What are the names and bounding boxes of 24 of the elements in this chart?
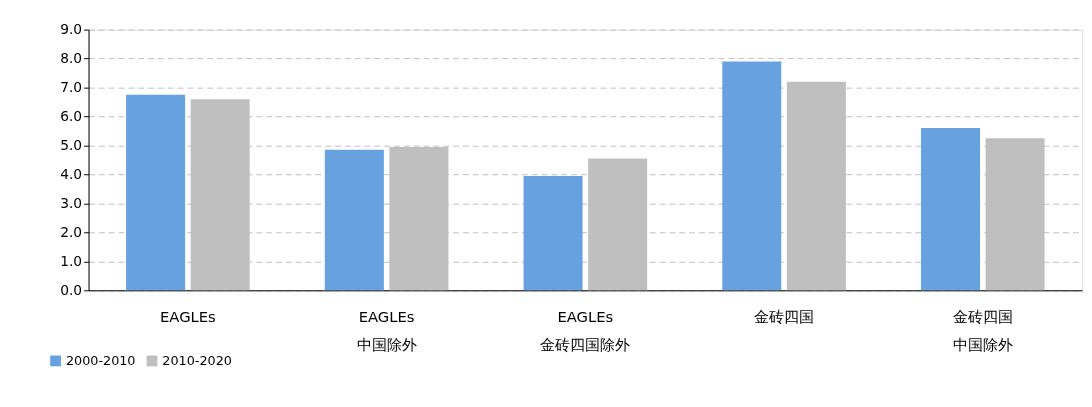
x-tick-label: EAGLEs — [160, 308, 216, 326]
y-tick-label: 0.0 — [60, 281, 83, 298]
bar — [523, 175, 583, 291]
x-tick-label: 金砖四国中国除外 — [952, 308, 1013, 353]
bar — [588, 158, 648, 291]
y-tick-label: 4.0 — [60, 165, 83, 182]
x-tick-label: EAGLEs 金砖四国除外 — [540, 308, 631, 353]
y-tick-label: 9.0 — [60, 21, 83, 38]
bar — [786, 81, 846, 291]
legend-label: 2010-2020 — [162, 352, 232, 368]
bar — [324, 149, 384, 291]
x-tick-label: EAGLEs 中国除外 — [356, 308, 417, 353]
bar — [920, 128, 981, 291]
y-tick-label: 8.0 — [60, 50, 83, 66]
y-tick-label: 6.0 — [60, 107, 83, 124]
y-tick-label: 7.0 — [60, 78, 83, 95]
y-tick-label: 1.0 — [60, 252, 83, 269]
y-tick-label: 3.0 — [60, 194, 83, 211]
x-tick-label: 金砖四国 — [754, 308, 815, 326]
y-tick-label: 5.0 — [60, 136, 83, 153]
legend-label: 2000-2010 — [65, 352, 136, 368]
y-tick-label: 2.0 — [60, 223, 83, 240]
bar — [126, 94, 186, 291]
bar — [722, 61, 782, 291]
